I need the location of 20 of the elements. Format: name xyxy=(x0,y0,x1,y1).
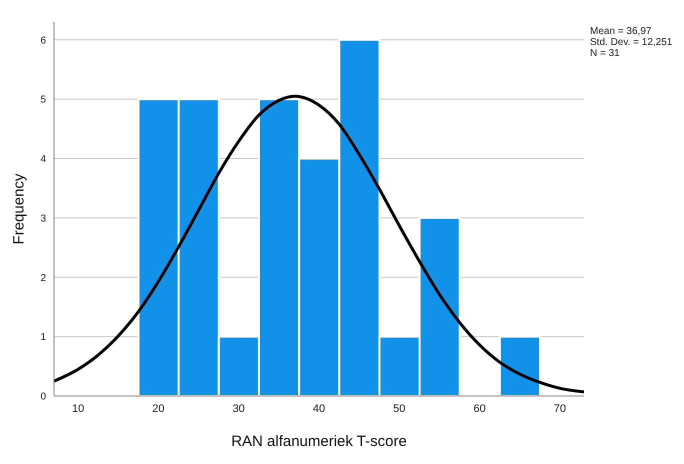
x-tick-label: 50 xyxy=(393,402,406,415)
x-tick-label: 20 xyxy=(152,402,165,415)
x-axis-title: RAN alfanumeriek T-score xyxy=(231,433,407,450)
y-tick-label: 1 xyxy=(40,332,46,344)
text: Std. Dev. = 12,251 xyxy=(590,37,672,48)
x-tick-label: 10 xyxy=(72,402,84,415)
x-tick-label: 40 xyxy=(312,402,326,415)
y-axis-title: Frequency xyxy=(10,173,28,244)
text: Mean = 36,97 xyxy=(590,26,652,37)
y-tick-label: 3 xyxy=(40,213,46,224)
text: N = 31 xyxy=(590,48,621,59)
y-tick-label: 4 xyxy=(40,154,46,166)
y-tick-label: 6 xyxy=(40,35,46,46)
y-tick-label: 2 xyxy=(40,272,46,284)
y-tick-label: 5 xyxy=(40,94,46,106)
x-tick-label: 70 xyxy=(554,402,566,415)
line-series xyxy=(54,94,584,394)
x-tick-label: 30 xyxy=(232,402,245,415)
y-tick-label: 0 xyxy=(40,392,46,403)
x-tick-label: 60 xyxy=(473,402,486,415)
